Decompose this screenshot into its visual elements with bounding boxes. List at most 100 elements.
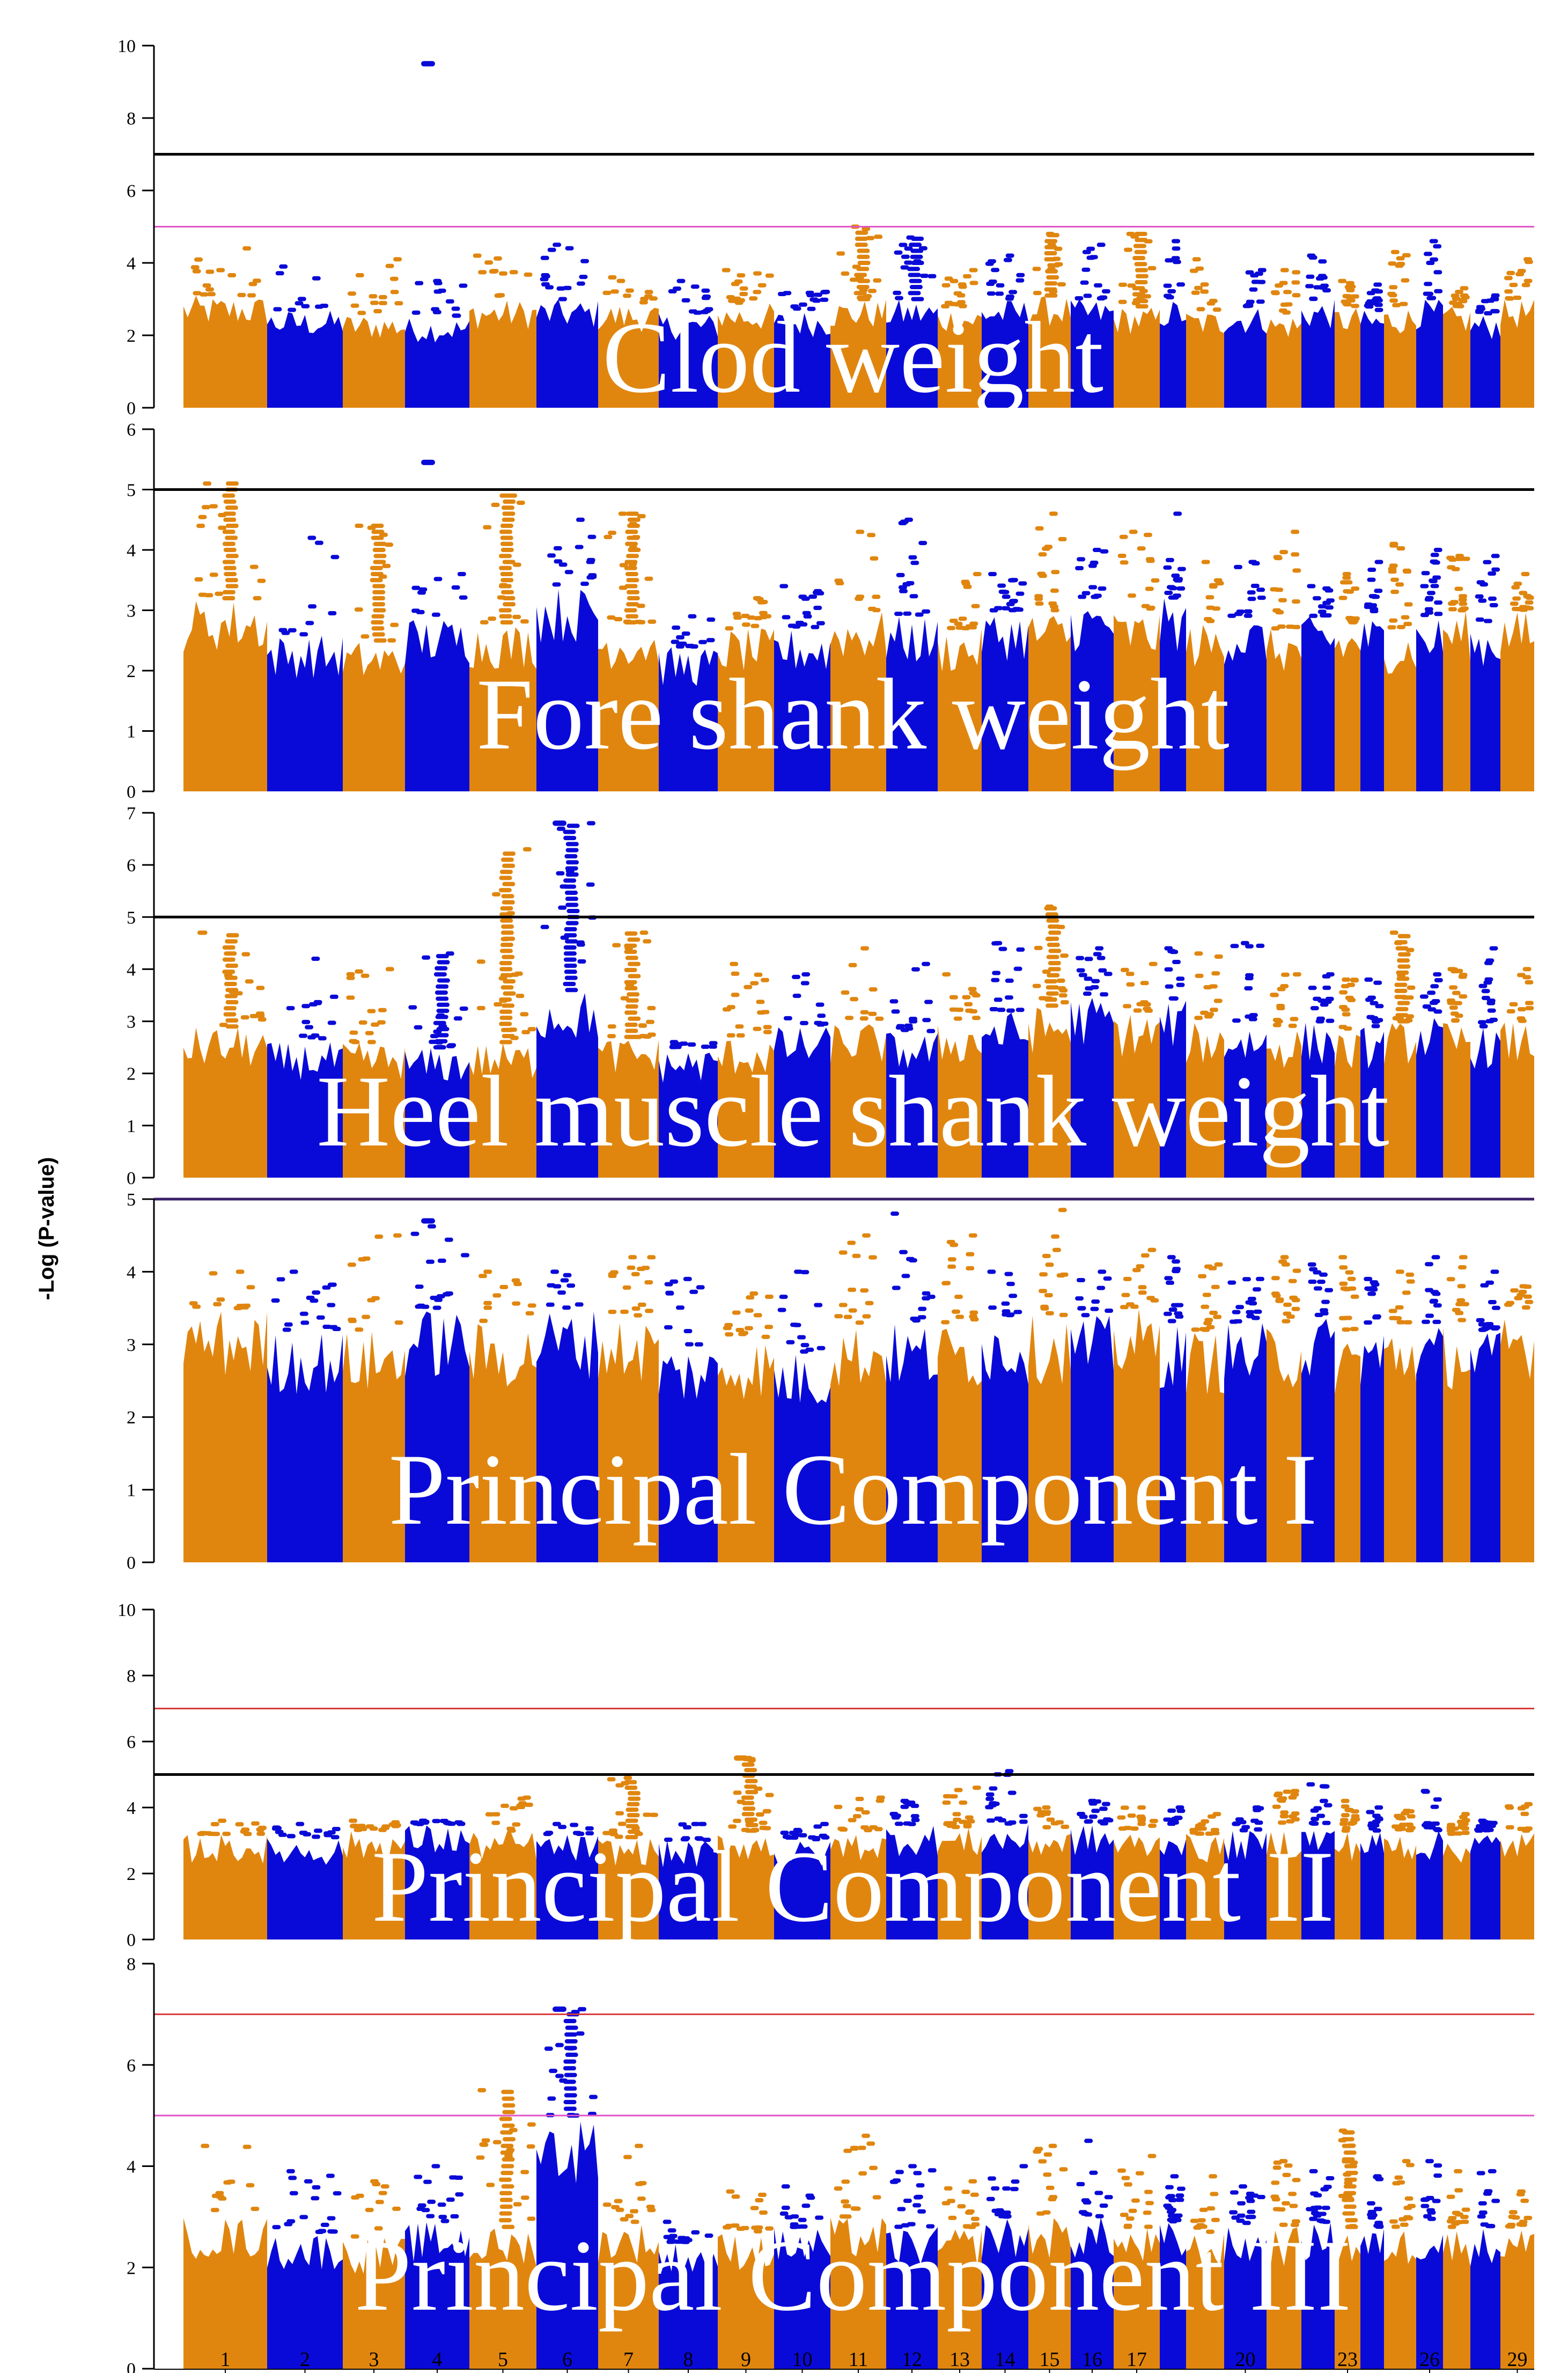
- snp-point: [224, 572, 237, 576]
- snp-point: [557, 1290, 566, 1295]
- snp-point: [764, 1325, 774, 1329]
- snp-point: [517, 1796, 526, 1801]
- snp-point: [857, 2146, 866, 2150]
- chr-15-band: [1028, 1008, 1071, 1178]
- snp-point: [1136, 1002, 1145, 1006]
- chr-15-band: [1028, 1834, 1071, 1939]
- snp-point: [433, 1020, 446, 1025]
- snp-point: [625, 511, 639, 516]
- snp-point: [1236, 609, 1245, 614]
- snp-point: [794, 1269, 803, 1274]
- snp-point: [607, 615, 616, 620]
- snp-point: [1395, 1269, 1404, 1274]
- snp-point: [211, 1832, 220, 1836]
- snp-point: [779, 1295, 788, 1299]
- snp-point: [855, 243, 868, 247]
- snp-point: [1132, 1268, 1141, 1273]
- snp-point: [755, 1812, 764, 1817]
- snp-point: [437, 1258, 446, 1263]
- snp-point: [575, 1302, 584, 1307]
- snp-point: [1525, 980, 1534, 985]
- snp-point: [1036, 1813, 1046, 1818]
- snp-point: [565, 872, 579, 877]
- snp-point: [969, 1009, 978, 1013]
- chr-25-band: [1384, 642, 1416, 791]
- chr-21-band: [1267, 1031, 1301, 1178]
- snp-point: [1451, 567, 1460, 571]
- snp-point: [1171, 256, 1180, 261]
- snp-point: [566, 909, 580, 913]
- snp-point: [372, 548, 386, 552]
- snp-point: [499, 967, 513, 972]
- snp-point: [1128, 2208, 1137, 2213]
- snp-point: [1372, 1314, 1381, 1319]
- snp-point: [501, 590, 514, 594]
- snp-point: [1045, 1262, 1054, 1267]
- snp-point: [589, 2095, 598, 2099]
- snp-point: [737, 273, 746, 278]
- snp-point: [1189, 268, 1198, 273]
- snp-point: [798, 2217, 807, 2222]
- snp-point: [857, 278, 870, 283]
- snp-point: [222, 590, 235, 594]
- snp-point: [499, 2198, 513, 2202]
- snp-point: [1367, 568, 1376, 572]
- snp-point: [1003, 258, 1012, 262]
- snp-point: [1237, 2201, 1246, 2206]
- snp-point: [1320, 2187, 1329, 2192]
- snp-point: [380, 2184, 389, 2189]
- snp-point: [544, 1831, 554, 1835]
- snp-point: [1032, 983, 1041, 988]
- snp-point: [1325, 996, 1334, 1001]
- chr-25-band: [1384, 2231, 1416, 2369]
- snp-point: [1373, 2174, 1382, 2179]
- snp-point: [997, 583, 1006, 588]
- snp-point: [745, 1817, 758, 1822]
- snp-point: [941, 304, 950, 308]
- chr-1-band: [183, 1311, 267, 1562]
- snp-point: [738, 1332, 747, 1336]
- snp-point: [1395, 946, 1409, 951]
- snp-point: [614, 617, 623, 621]
- snp-point: [857, 261, 871, 265]
- snp-point: [480, 620, 489, 625]
- snp-point: [502, 881, 516, 886]
- snp-point: [845, 1016, 854, 1020]
- snp-point: [894, 1821, 903, 1826]
- snp-point: [499, 1022, 512, 1026]
- snp-point: [197, 930, 206, 935]
- snp-point: [564, 570, 573, 575]
- snp-point: [757, 1010, 765, 1015]
- snp-point: [1342, 2143, 1355, 2148]
- snp-point: [1525, 1001, 1534, 1005]
- snp-point: [565, 988, 578, 993]
- snp-point: [1453, 1001, 1462, 1005]
- snp-point: [307, 1035, 316, 1040]
- snp-point: [608, 1310, 617, 1314]
- snp-point: [860, 1288, 869, 1293]
- snp-point: [251, 2207, 260, 2212]
- snp-point: [1322, 974, 1331, 979]
- snp-point: [649, 1812, 658, 1817]
- snp-point: [901, 2223, 910, 2228]
- snp-point: [1489, 946, 1498, 951]
- snp-point: [1390, 249, 1400, 254]
- snp-point: [1454, 586, 1463, 591]
- snp-point: [421, 1819, 430, 1824]
- snp-point: [1051, 1234, 1060, 1239]
- snp-point: [318, 2229, 327, 2234]
- snp-point: [1306, 2207, 1315, 2212]
- snp-point: [1388, 569, 1397, 574]
- snp-point: [643, 1034, 652, 1039]
- snp-point: [499, 2117, 512, 2121]
- snp-point: [1173, 577, 1182, 582]
- snp-point: [546, 1302, 555, 1307]
- snp-point: [332, 1827, 341, 1832]
- chr-29-band: [1500, 1833, 1534, 1939]
- snp-point: [1455, 556, 1464, 561]
- snp-point: [868, 289, 877, 293]
- snp-point: [952, 1309, 960, 1314]
- snp-point: [1076, 956, 1085, 960]
- snp-point: [1173, 2217, 1182, 2222]
